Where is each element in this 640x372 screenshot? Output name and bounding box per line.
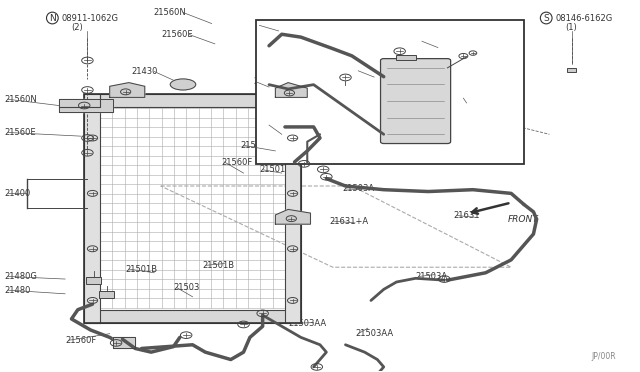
Text: 21560E: 21560E [161, 30, 193, 39]
Text: 21510: 21510 [266, 121, 292, 129]
Polygon shape [275, 209, 310, 224]
Text: 21480G: 21480G [4, 272, 38, 281]
Bar [84, 310, 301, 323]
Text: 21503A: 21503A [415, 272, 448, 281]
Text: 21503AA: 21503AA [288, 319, 326, 328]
Text: 21501B: 21501B [125, 264, 158, 273]
Text: 08146-6162G: 08146-6162G [556, 13, 613, 22]
Text: 21560F: 21560F [221, 157, 253, 167]
Text: 21560F: 21560F [65, 336, 97, 345]
Text: N: N [49, 13, 56, 22]
Text: 21560E: 21560E [4, 128, 36, 137]
Bar [256, 20, 524, 164]
Text: 21430: 21430 [131, 67, 157, 76]
Text: (1): (1) [565, 23, 577, 32]
Text: 21501E: 21501E [355, 66, 387, 75]
Text: 08911-1062G: 08911-1062G [62, 13, 119, 22]
Polygon shape [113, 337, 135, 349]
Bar [567, 68, 576, 72]
Text: 21503: 21503 [173, 283, 200, 292]
Text: 21631: 21631 [454, 211, 480, 220]
Bar [84, 94, 301, 323]
Text: 21503AA: 21503AA [355, 329, 393, 338]
Text: 21560N: 21560N [4, 95, 37, 104]
Ellipse shape [170, 79, 196, 90]
Polygon shape [59, 99, 113, 112]
Polygon shape [109, 83, 145, 97]
Bar [285, 94, 301, 323]
Text: 21501: 21501 [241, 141, 267, 150]
Bar [84, 94, 301, 323]
Text: 21560N: 21560N [154, 8, 186, 17]
Bar [84, 94, 100, 323]
Text: 21400: 21400 [4, 189, 31, 198]
Text: 21631+A: 21631+A [330, 217, 369, 225]
Text: 21501B: 21501B [202, 261, 234, 270]
Polygon shape [275, 83, 307, 97]
Text: S: S [543, 13, 549, 22]
Text: (2): (2) [72, 23, 83, 32]
Bar [396, 55, 415, 61]
FancyBboxPatch shape [381, 59, 451, 144]
Text: 21480: 21480 [4, 286, 31, 295]
Bar [84, 94, 301, 107]
Bar [99, 291, 114, 298]
Text: JP/00R: JP/00R [592, 352, 616, 361]
Text: 21515: 21515 [256, 21, 282, 30]
Text: 21516: 21516 [419, 37, 445, 46]
Text: FRONT: FRONT [508, 215, 539, 224]
Text: 21518: 21518 [460, 94, 486, 103]
Text: 21501B: 21501B [259, 165, 292, 174]
Bar [86, 277, 101, 284]
Text: 21503AA: 21503AA [253, 77, 291, 86]
Text: 21503A: 21503A [342, 185, 374, 193]
